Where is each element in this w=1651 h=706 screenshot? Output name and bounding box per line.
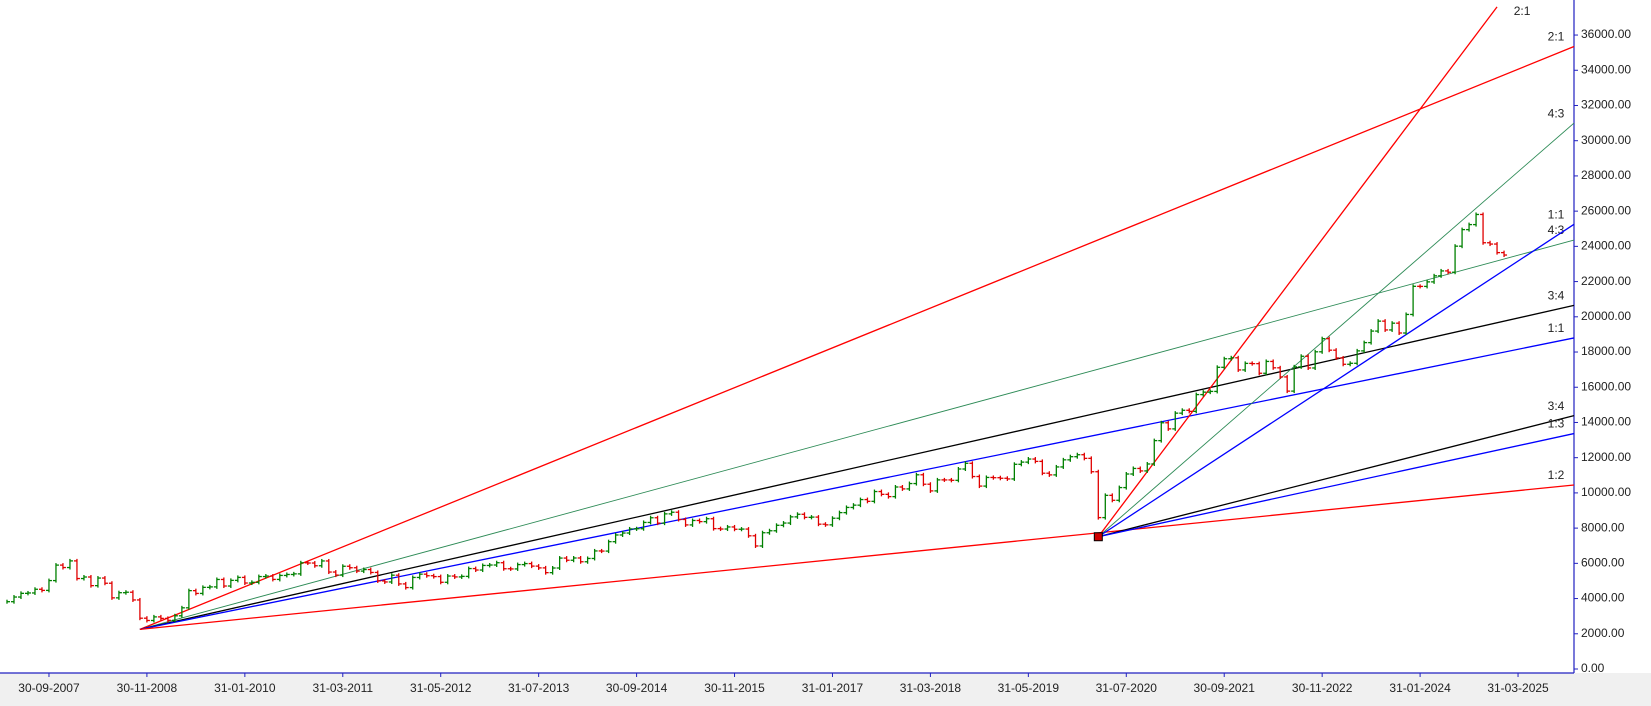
x-tick-label: 31-03-2025 bbox=[1487, 681, 1549, 695]
fan-label: 3:4 bbox=[1548, 289, 1565, 303]
y-tick-label: 0.00 bbox=[1581, 661, 1605, 675]
y-tick-label: 18000.00 bbox=[1581, 344, 1631, 358]
y-tick-label: 32000.00 bbox=[1581, 98, 1631, 112]
x-tick-label: 30-11-2008 bbox=[117, 681, 178, 695]
x-tick-label: 30-09-2021 bbox=[1194, 681, 1256, 695]
fan-line bbox=[139, 337, 1575, 630]
x-tick-label: 30-11-2015 bbox=[704, 681, 765, 695]
fan-label: 1:3 bbox=[1548, 417, 1565, 431]
x-tick-label: 31-05-2019 bbox=[998, 681, 1060, 695]
y-tick-label: 36000.00 bbox=[1581, 27, 1631, 41]
fan-line bbox=[1098, 414, 1575, 538]
x-tick-label: 31-01-2010 bbox=[214, 681, 276, 695]
y-tick-label: 26000.00 bbox=[1581, 203, 1631, 217]
x-tick-label: 31-01-2024 bbox=[1389, 681, 1451, 695]
fan-line bbox=[1098, 122, 1575, 538]
y-tick-label: 12000.00 bbox=[1581, 450, 1631, 464]
fan-label: 2:1 bbox=[1548, 30, 1565, 44]
y-tick-label: 6000.00 bbox=[1581, 556, 1625, 570]
y-tick-label: 28000.00 bbox=[1581, 168, 1631, 182]
fan-line bbox=[139, 45, 1575, 630]
fan-line bbox=[1097, 223, 1575, 538]
x-tick-label: 31-03-2011 bbox=[313, 681, 374, 695]
fan-label: 1:1 bbox=[1548, 208, 1565, 222]
fan-line bbox=[139, 304, 1575, 630]
fan-label: 4:3 bbox=[1548, 106, 1565, 120]
x-tick-label: 31-05-2012 bbox=[410, 681, 472, 695]
y-tick-label: 8000.00 bbox=[1581, 520, 1625, 534]
fan-label: 1:2 bbox=[1548, 468, 1565, 482]
y-tick-label: 2000.00 bbox=[1581, 626, 1625, 640]
x-tick-label: 31-01-2017 bbox=[802, 681, 864, 695]
y-tick-label: 34000.00 bbox=[1581, 62, 1631, 76]
y-tick-label: 24000.00 bbox=[1581, 239, 1631, 253]
pivot-marker bbox=[1093, 532, 1103, 542]
x-tick-label: 30-11-2022 bbox=[1292, 681, 1353, 695]
fan-line bbox=[139, 484, 1575, 630]
fan-line bbox=[1098, 432, 1575, 538]
x-tick-label: 31-07-2013 bbox=[508, 681, 570, 695]
fan-line bbox=[139, 239, 1575, 630]
x-tick-label: 31-07-2020 bbox=[1096, 681, 1158, 695]
fan-label: 2:1 bbox=[1514, 4, 1531, 18]
y-tick-label: 14000.00 bbox=[1581, 415, 1631, 429]
x-tick-label: 30-09-2014 bbox=[606, 681, 668, 695]
fan-line bbox=[1097, 6, 1498, 538]
x-axis-strip bbox=[0, 673, 1651, 706]
y-tick-label: 30000.00 bbox=[1581, 133, 1631, 147]
fan-label: 3:4 bbox=[1548, 399, 1565, 413]
fan-label: 1:1 bbox=[1548, 321, 1565, 335]
y-tick-label: 16000.00 bbox=[1581, 379, 1631, 393]
y-tick-label: 10000.00 bbox=[1581, 485, 1631, 499]
x-tick-label: 31-03-2018 bbox=[900, 681, 962, 695]
y-tick-label: 20000.00 bbox=[1581, 309, 1631, 323]
x-tick-label: 30-09-2007 bbox=[18, 681, 80, 695]
y-tick-label: 22000.00 bbox=[1581, 274, 1631, 288]
fan-label: 4:3 bbox=[1548, 223, 1565, 237]
y-tick-label: 4000.00 bbox=[1581, 591, 1625, 605]
